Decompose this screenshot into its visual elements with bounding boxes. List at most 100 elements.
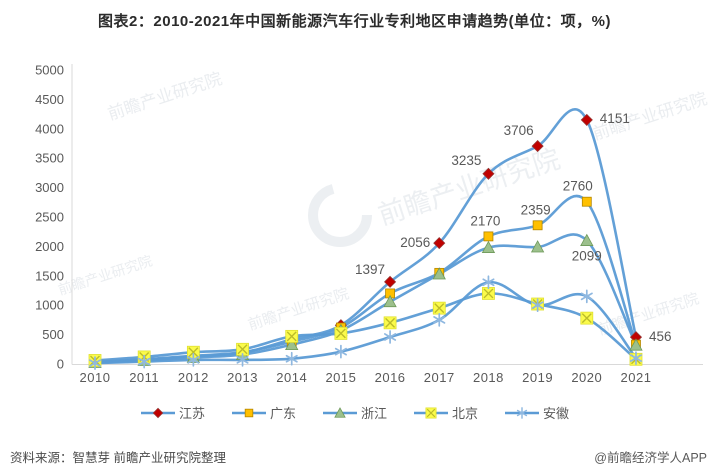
y-tick-label: 4000: [35, 121, 64, 136]
data-label-jiangsu: 2056: [400, 235, 430, 250]
legend-swatch-beijing: [414, 407, 448, 418]
data-label-jiangsu: 456: [649, 329, 672, 344]
triangle-marker-zhejiang: [383, 294, 397, 308]
asterisk-marker-anhui: [580, 289, 593, 304]
x-tick-label: 2012: [178, 370, 209, 385]
diamond-marker-jiangsu: [580, 113, 593, 126]
chart-legend: 江苏 广东 浙江 北京 安徽: [0, 403, 709, 422]
source-note: 资料来源：智慧芽 前瞻产业研究院整理: [10, 451, 226, 465]
x-tick-label: 2011: [129, 370, 159, 385]
square-marker-guangdong: [581, 196, 592, 207]
data-label-jiangsu: 4151: [600, 111, 630, 126]
triangle-marker-zhejiang: [629, 338, 643, 351]
legend-label-zhejiang: 浙江: [360, 406, 387, 421]
legend-item-anhui: 安徽: [504, 403, 569, 422]
watermark-logo: [308, 183, 372, 247]
data-label-guangdong: 2359: [521, 202, 551, 217]
triangle-marker-zhejiang: [580, 233, 594, 246]
x-tick-label: 2010: [80, 370, 111, 385]
triangle-marker-zhejiang: [432, 267, 446, 280]
asterisk-marker-anhui: [138, 354, 151, 369]
data-label-guangdong: 2760: [563, 179, 593, 194]
asterisk-marker-anhui: [236, 353, 249, 367]
watermark-text: 前瞻产业研究院: [56, 252, 154, 298]
y-tick-label: 2500: [35, 210, 64, 225]
triangle-marker-zhejiang: [530, 240, 545, 253]
series-line-zhejiang: [93, 233, 638, 364]
xmark-marker-beijing: [237, 344, 248, 355]
triangle-marker-zhejiang: [285, 337, 299, 350]
y-tick-label: 500: [42, 327, 64, 342]
x-tick-label: 2017: [424, 370, 455, 385]
asterisk-marker-anhui: [482, 275, 495, 290]
series-markers-anhui: [88, 275, 643, 370]
legend-item-guangdong: 广东: [231, 403, 296, 422]
asterisk-marker-anhui: [629, 351, 643, 365]
legend-triangle-icon: [334, 406, 346, 418]
legend-swatch-guangdong: [231, 408, 266, 417]
legend-swatch-anhui: [505, 406, 540, 419]
asterisk-marker-anhui: [531, 298, 544, 313]
legend-asterisk-icon: [516, 406, 528, 419]
xmark-marker-beijing: [286, 331, 297, 342]
asterisk-marker-anhui: [88, 356, 102, 370]
legend-label-beijing: 北京: [452, 406, 479, 421]
legend-xmark-icon: [426, 408, 436, 417]
y-tick-label: 3500: [35, 151, 64, 166]
chart-title: 图表2：2010-2021年中国新能源汽车行业专利地区申请趋势(单位：项，%): [98, 13, 611, 30]
y-tick-label: 2000: [35, 239, 64, 254]
legend-label-guangdong: 广东: [269, 406, 296, 421]
data-label-jiangsu: 3706: [504, 123, 534, 138]
watermark-text: 前瞻产业研究院: [105, 69, 224, 124]
xmark-marker-beijing: [335, 328, 346, 339]
legend-diamond-icon: [152, 407, 164, 418]
x-tick-label: 2019: [522, 370, 553, 385]
data-label-jiangsu: 1397: [355, 262, 385, 277]
asterisk-marker-anhui: [285, 351, 298, 366]
triangle-marker-zhejiang: [481, 240, 496, 253]
legend-label-anhui: 安徽: [543, 406, 570, 421]
x-tick-label: 2014: [276, 370, 307, 385]
y-tick-label: 4500: [35, 92, 64, 107]
asterisk-marker-anhui: [433, 313, 446, 327]
diamond-marker-jiangsu: [482, 167, 495, 180]
series-line-anhui: [93, 280, 638, 365]
y-tick-label: 1500: [35, 268, 64, 283]
legend-swatch-jiangsu: [140, 407, 175, 418]
x-tick-label: 2016: [375, 370, 406, 385]
legend-swatch-zhejiang: [322, 406, 357, 418]
credit-note: @前瞻经济学人APP: [594, 451, 707, 465]
diamond-marker-jiangsu: [384, 275, 397, 288]
xmark-marker-beijing: [188, 347, 199, 358]
y-tick-label: 5000: [35, 63, 64, 78]
y-tick-label: 1000: [35, 298, 64, 313]
data-label-zhejiang: 2099: [572, 249, 602, 264]
legend-item-zhejiang: 浙江: [322, 403, 387, 422]
legend-item-jiangsu: 江苏: [140, 403, 205, 422]
x-tick-label: 2013: [227, 370, 258, 385]
asterisk-marker-anhui: [384, 330, 397, 344]
xmark-marker-beijing: [483, 288, 494, 299]
asterisk-marker-anhui: [334, 344, 347, 359]
xmark-marker-beijing: [581, 313, 592, 324]
x-tick-label: 2015: [325, 370, 356, 385]
diamond-marker-jiangsu: [531, 140, 544, 153]
legend-square-icon: [244, 408, 254, 417]
legend-item-beijing: 北京: [413, 403, 478, 422]
diamond-marker-jiangsu: [433, 237, 446, 250]
x-tick-label: 2018: [473, 370, 504, 385]
asterisk-marker-anhui: [187, 353, 200, 367]
y-tick-label: 3000: [35, 180, 64, 195]
x-tick-label: 2020: [571, 370, 602, 385]
legend-label-jiangsu: 江苏: [178, 406, 205, 421]
xmark-marker-beijing: [434, 303, 445, 314]
xmark-marker-beijing: [385, 317, 396, 328]
y-tick-label: 0: [57, 357, 64, 372]
square-marker-guangdong: [532, 220, 543, 231]
data-label-jiangsu: 3235: [451, 153, 481, 168]
watermark-text: 前瞻产业研究院: [246, 284, 351, 334]
x-tick-label: 2021: [621, 370, 652, 385]
square-marker-guangdong: [483, 231, 494, 242]
